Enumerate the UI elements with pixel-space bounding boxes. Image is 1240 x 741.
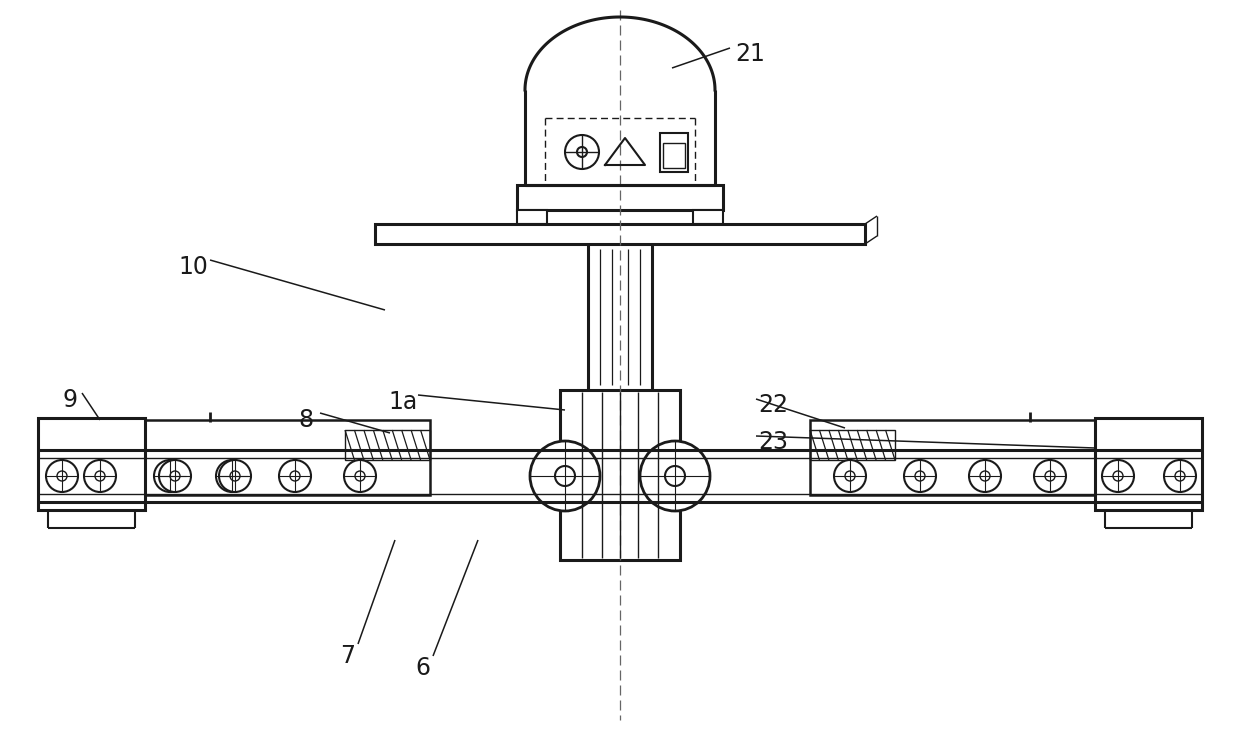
Circle shape (1034, 460, 1066, 492)
Circle shape (577, 147, 587, 157)
Circle shape (1045, 471, 1055, 481)
Circle shape (84, 460, 117, 492)
Circle shape (1102, 460, 1135, 492)
Circle shape (529, 441, 600, 511)
Circle shape (915, 471, 925, 481)
Circle shape (1176, 471, 1185, 481)
Bar (810, 430, 895, 460)
Circle shape (165, 471, 175, 481)
Circle shape (665, 466, 684, 486)
Circle shape (355, 471, 365, 481)
Circle shape (968, 460, 1001, 492)
Bar (145, 420, 430, 495)
Circle shape (835, 460, 866, 492)
Circle shape (1114, 471, 1123, 481)
Text: 22: 22 (758, 393, 787, 417)
Circle shape (229, 471, 241, 481)
Circle shape (46, 460, 78, 492)
Circle shape (57, 471, 67, 481)
Bar (517, 185, 723, 210)
Bar (663, 143, 684, 168)
Circle shape (290, 471, 300, 481)
Text: 23: 23 (758, 430, 787, 454)
Circle shape (556, 466, 575, 486)
Bar (374, 224, 866, 244)
Bar (660, 133, 688, 172)
Circle shape (159, 460, 191, 492)
Circle shape (343, 460, 376, 492)
Circle shape (640, 441, 711, 511)
Circle shape (980, 471, 990, 481)
Bar (517, 210, 547, 224)
Circle shape (227, 471, 237, 481)
Text: 10: 10 (179, 255, 208, 279)
Text: 1a: 1a (388, 390, 417, 414)
Bar (38, 418, 145, 510)
Circle shape (1164, 460, 1197, 492)
Circle shape (170, 471, 180, 481)
Circle shape (154, 460, 186, 492)
Bar (1095, 418, 1202, 510)
Text: 8: 8 (298, 408, 314, 432)
Circle shape (216, 460, 248, 492)
Bar (810, 420, 1095, 495)
Text: 7: 7 (340, 644, 355, 668)
Circle shape (95, 471, 105, 481)
Circle shape (565, 135, 599, 169)
Bar (345, 430, 430, 460)
Circle shape (219, 460, 250, 492)
Circle shape (844, 471, 856, 481)
Text: 21: 21 (735, 42, 765, 66)
Bar (693, 210, 723, 224)
Circle shape (279, 460, 311, 492)
Text: 9: 9 (62, 388, 77, 412)
Bar (560, 390, 680, 560)
Circle shape (904, 460, 936, 492)
Text: 6: 6 (415, 656, 430, 680)
